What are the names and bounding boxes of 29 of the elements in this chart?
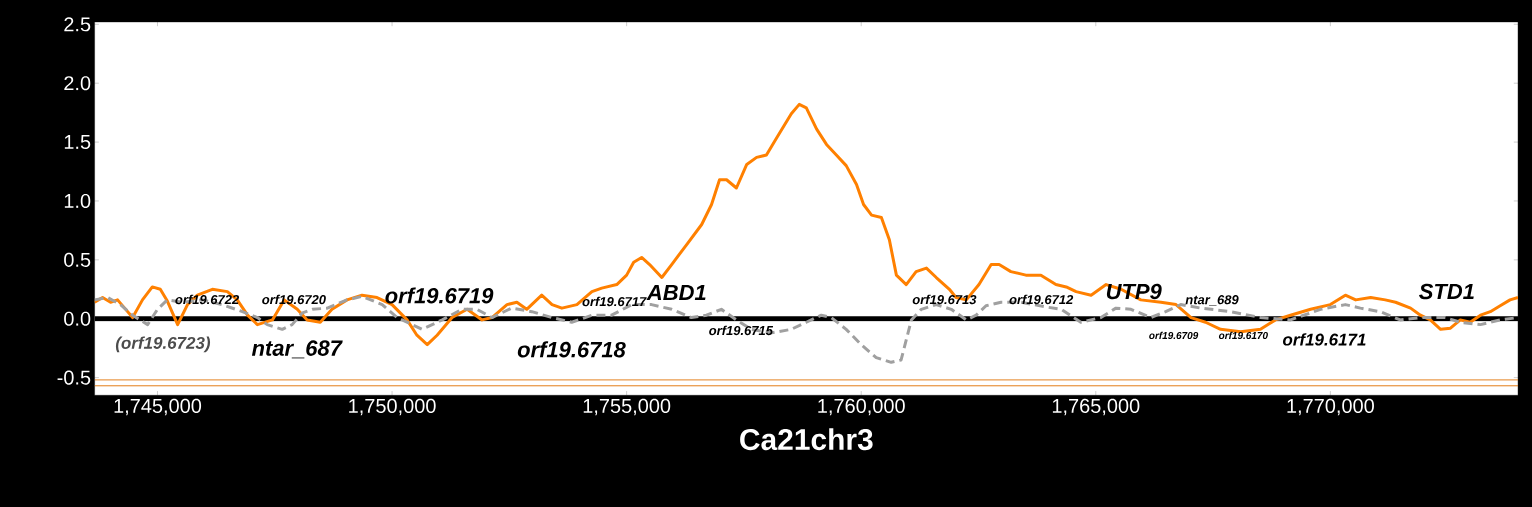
x-axis-title: Ca21chr3: [740, 428, 873, 451]
y-tick-label: 0.0: [64, 311, 91, 326]
annotation: orf19.6715: [709, 325, 774, 336]
annotation: orf19.6713: [912, 294, 977, 305]
x-tick-label: 1,765,000: [1052, 398, 1140, 416]
x-tick-label: 1,770,000: [1287, 398, 1374, 416]
annotation: STD1: [1419, 283, 1474, 300]
annotation: ntar_687: [251, 340, 343, 359]
annotation: ABD1: [646, 284, 706, 300]
annotation: ntar_689: [1185, 295, 1239, 306]
x-tick-label: 1,750,000: [349, 398, 436, 416]
x-tick-label: 1,745,000: [114, 398, 202, 416]
annotation: orf19.6720: [262, 294, 326, 305]
annotation: orf19.6171: [1282, 333, 1366, 346]
annotation: orf19.6717: [582, 296, 647, 307]
annotation: orf19.6718: [517, 341, 626, 358]
annotation: orf19.6709: [1149, 331, 1199, 340]
annotation: (orf19.6723): [115, 336, 211, 353]
y-tick-label: 1.0: [64, 193, 91, 208]
y-tick-label: 2.0: [64, 76, 91, 91]
x-tick-label: 1,760,000: [818, 398, 905, 416]
y-tick-label: 1.5: [64, 135, 91, 149]
y-tick-label: 2.5: [64, 17, 91, 32]
annotation: orf19.6170: [1218, 331, 1268, 340]
x-tick-label: 1,755,000: [583, 398, 671, 416]
annotation: orf19.6719: [385, 287, 494, 304]
y-tick-label: -0.5: [57, 370, 91, 385]
y-tick-label: 0.5: [64, 252, 91, 267]
annotation: orf19.6712: [1009, 294, 1074, 305]
